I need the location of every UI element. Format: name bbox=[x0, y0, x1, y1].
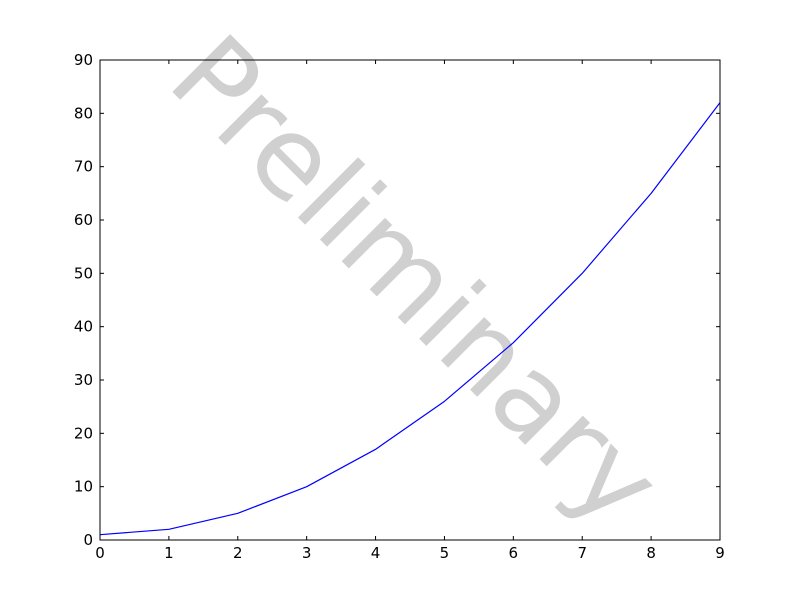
x-tick-label: 7 bbox=[577, 544, 587, 562]
x-tick-label: 8 bbox=[646, 544, 656, 562]
x-tick-label: 6 bbox=[509, 544, 519, 562]
y-tick-label: 90 bbox=[74, 51, 93, 69]
y-tick-label: 60 bbox=[74, 211, 93, 229]
x-tick-label: 1 bbox=[164, 544, 174, 562]
y-tick-label: 0 bbox=[83, 531, 93, 549]
x-tick-label: 4 bbox=[371, 544, 381, 562]
x-tick-label: 0 bbox=[95, 544, 105, 562]
x-tick-label: 5 bbox=[440, 544, 450, 562]
y-tick-label: 40 bbox=[74, 318, 93, 336]
x-tick-label: 3 bbox=[302, 544, 312, 562]
x-tick-label: 2 bbox=[233, 544, 243, 562]
plot-area bbox=[99, 102, 721, 536]
y-tick-label: 10 bbox=[74, 478, 93, 496]
series-line-0 bbox=[99, 102, 721, 536]
y-tick-label: 70 bbox=[74, 158, 93, 176]
y-tick-label: 30 bbox=[74, 371, 93, 389]
x-tick-label: 9 bbox=[715, 544, 725, 562]
y-tick-label: 80 bbox=[74, 104, 93, 122]
axes-frame bbox=[99, 59, 721, 541]
y-tick-label: 50 bbox=[74, 264, 93, 282]
y-tick-label: 20 bbox=[74, 424, 93, 442]
